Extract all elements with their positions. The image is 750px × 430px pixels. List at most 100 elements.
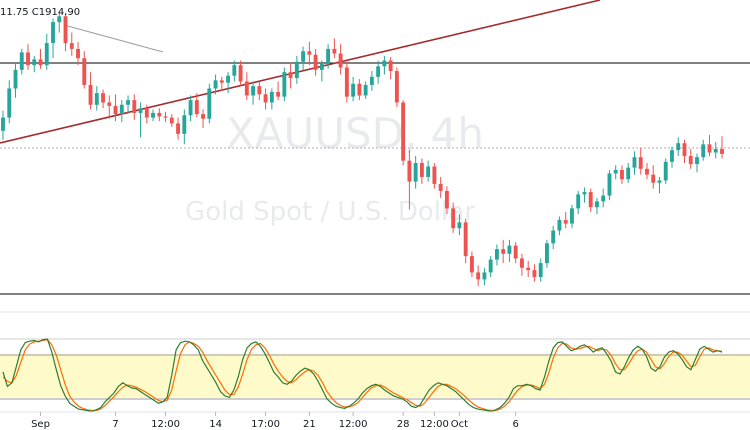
candle-up[interactable]	[595, 201, 599, 208]
candle-down[interactable]	[588, 192, 593, 208]
candle-down[interactable]	[82, 58, 87, 85]
candle-up[interactable]	[182, 115, 187, 134]
candle-down[interactable]	[469, 256, 474, 273]
candle-down[interactable]	[513, 245, 518, 259]
candle-down[interactable]	[563, 220, 568, 224]
candle-up[interactable]	[613, 169, 618, 174]
candle-down[interactable]	[463, 222, 468, 257]
candle-up[interactable]	[551, 230, 556, 244]
candle-down[interactable]	[682, 143, 687, 156]
candle-down[interactable]	[201, 114, 206, 119]
candle-up[interactable]	[226, 75, 231, 83]
candle-down[interactable]	[132, 100, 137, 113]
candle-down[interactable]	[219, 80, 224, 83]
candle-up[interactable]	[626, 167, 631, 180]
candle-up[interactable]	[413, 162, 418, 182]
candle-up[interactable]	[282, 72, 287, 97]
candle-down[interactable]	[720, 149, 724, 154]
candle-up[interactable]	[207, 88, 212, 119]
candle-down[interactable]	[263, 94, 268, 103]
candle-down[interactable]	[113, 105, 118, 115]
candle-up[interactable]	[7, 88, 12, 118]
candle-up[interactable]	[601, 195, 606, 202]
candle-up[interactable]	[294, 61, 299, 78]
candle-down[interactable]	[688, 156, 693, 165]
candle-down[interactable]	[620, 169, 624, 180]
candle-up[interactable]	[494, 249, 499, 260]
candle-down[interactable]	[338, 53, 343, 68]
candle-up[interactable]	[557, 220, 562, 231]
candle-down[interactable]	[313, 54, 318, 70]
candle-down[interactable]	[638, 157, 643, 169]
candle-down[interactable]	[519, 258, 524, 268]
candle-down[interactable]	[394, 71, 399, 103]
candle-down[interactable]	[88, 84, 93, 105]
candle-down[interactable]	[288, 72, 293, 78]
candle-down[interactable]	[144, 108, 149, 118]
candle-down[interactable]	[163, 116, 168, 118]
candle-up[interactable]	[326, 48, 331, 65]
candle-up[interactable]	[213, 80, 218, 89]
candle-up[interactable]	[363, 84, 368, 96]
candle-down[interactable]	[407, 160, 412, 182]
candle-down[interactable]	[38, 59, 43, 66]
candle-down[interactable]	[526, 267, 531, 271]
candle-up[interactable]	[319, 64, 324, 70]
candle-up[interactable]	[1, 117, 5, 131]
candle-down[interactable]	[645, 168, 649, 175]
candle-up[interactable]	[676, 143, 681, 151]
candle-down[interactable]	[401, 102, 406, 161]
candle-down[interactable]	[532, 270, 537, 278]
candle-down[interactable]	[438, 183, 443, 191]
candle-up[interactable]	[369, 76, 374, 85]
candle-up[interactable]	[351, 83, 356, 97]
candle-up[interactable]	[32, 59, 37, 66]
price-pane[interactable]: XAUUSD, 4h Gold Spot / U.S. Dollar 11.75…	[0, 0, 750, 295]
candle-up[interactable]	[44, 43, 49, 66]
candle-down[interactable]	[257, 86, 262, 95]
candle-down[interactable]	[388, 60, 393, 72]
candle-up[interactable]	[232, 65, 237, 76]
time-axis[interactable]: Sep 7 12:00 14 17:00 21 12:00 28 12:00 Oct 6	[31, 412, 519, 430]
candle-up[interactable]	[657, 180, 662, 183]
candle-up[interactable]	[426, 166, 431, 177]
candle-up[interactable]	[94, 93, 99, 105]
candle-down[interactable]	[69, 43, 74, 49]
candle-down[interactable]	[244, 81, 249, 96]
candle-up[interactable]	[482, 272, 487, 280]
candle-up[interactable]	[663, 161, 668, 181]
candle-down[interactable]	[276, 91, 281, 97]
candle-up[interactable]	[576, 194, 581, 209]
candle-down[interactable]	[476, 272, 481, 280]
candle-down[interactable]	[238, 65, 243, 82]
candle-up[interactable]	[269, 91, 274, 103]
candle-up[interactable]	[507, 245, 512, 254]
candle-up[interactable]	[545, 243, 549, 264]
candle-down[interactable]	[651, 174, 656, 183]
candle-up[interactable]	[126, 100, 130, 105]
candle-up[interactable]	[151, 112, 155, 118]
candle-down[interactable]	[444, 190, 449, 209]
candle-down[interactable]	[176, 123, 180, 134]
candle-down[interactable]	[332, 48, 337, 54]
candle-down[interactable]	[707, 144, 712, 153]
candle-up[interactable]	[695, 157, 699, 165]
candle-down[interactable]	[419, 162, 424, 177]
candle-down[interactable]	[344, 67, 349, 97]
candle-up[interactable]	[13, 69, 18, 89]
candle-down[interactable]	[194, 100, 199, 115]
candle-up[interactable]	[188, 100, 193, 116]
candle-up[interactable]	[607, 173, 612, 196]
candle-up[interactable]	[701, 144, 706, 158]
candle-up[interactable]	[382, 60, 387, 67]
candle-down[interactable]	[432, 166, 437, 184]
candle-down[interactable]	[101, 93, 105, 103]
candle-up[interactable]	[570, 208, 574, 224]
candle-down[interactable]	[107, 102, 112, 106]
candle-up[interactable]	[57, 16, 62, 23]
candle-up[interactable]	[251, 86, 256, 96]
candle-up[interactable]	[632, 157, 637, 168]
downtrend-line[interactable]	[63, 24, 164, 53]
candle-down[interactable]	[307, 51, 312, 55]
candle-down[interactable]	[451, 208, 456, 229]
